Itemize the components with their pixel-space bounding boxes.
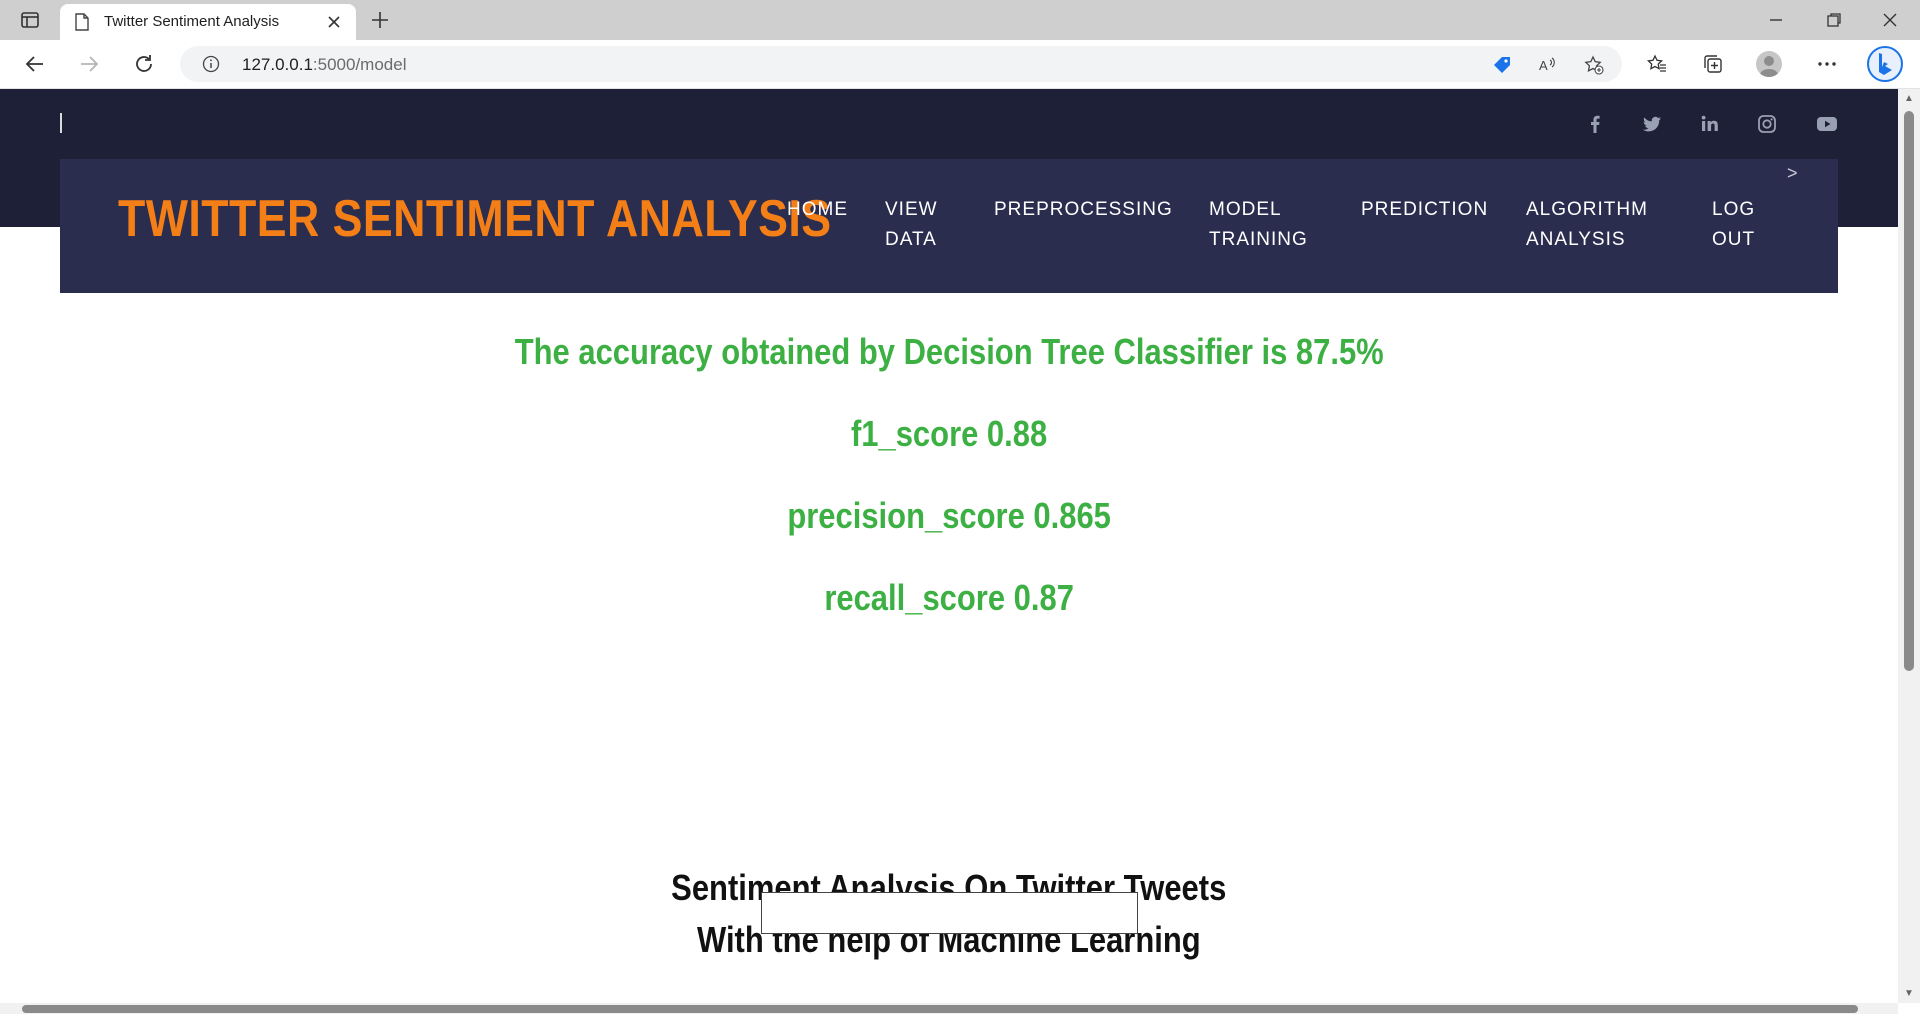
url-host: 127.0.0.1 bbox=[242, 55, 313, 74]
nav-view-data[interactable]: VIEW DATA bbox=[885, 195, 938, 255]
f1-score-result: f1_score 0.88 bbox=[850, 413, 1048, 454]
vertical-scroll-thumb[interactable] bbox=[1904, 111, 1914, 671]
nav-log-out[interactable]: LOG OUT bbox=[1712, 195, 1755, 255]
new-tab-icon[interactable] bbox=[370, 10, 390, 30]
profile-avatar-icon[interactable] bbox=[1756, 51, 1782, 77]
instagram-icon[interactable] bbox=[1756, 113, 1778, 135]
scroll-up-icon[interactable]: ▲ bbox=[1904, 93, 1914, 104]
nav-prediction-label: PREDICTION bbox=[1361, 199, 1489, 220]
facebook-icon[interactable] bbox=[1584, 113, 1606, 135]
site-brand[interactable]: TWITTER SENTIMENT ANALYSIS bbox=[118, 190, 832, 248]
nav-algorithm-analysis-label-2: ANALYSIS bbox=[1526, 229, 1626, 250]
minimize-icon[interactable] bbox=[1766, 10, 1786, 30]
nav-algorithm-analysis-label-1: ALGORITHM bbox=[1526, 199, 1648, 220]
browser-tab[interactable]: Twitter Sentiment Analysis bbox=[60, 4, 356, 40]
tweet-input-box[interactable] bbox=[761, 892, 1138, 934]
tab-actions-icon[interactable] bbox=[20, 10, 40, 30]
site-info-icon[interactable] bbox=[202, 55, 220, 73]
accuracy-result: The accuracy obtained by Decision Tree C… bbox=[514, 331, 1384, 372]
nav-prediction[interactable]: PREDICTION bbox=[1361, 195, 1488, 225]
nav-log-out-label-2: OUT bbox=[1712, 229, 1756, 250]
nav-home-label: HOME bbox=[787, 199, 848, 220]
horizontal-scrollbar[interactable] bbox=[0, 1003, 1898, 1014]
browser-toolbar: 127.0.0.1:5000/model A bbox=[0, 40, 1920, 89]
document-icon bbox=[74, 13, 90, 31]
more-options-icon[interactable] bbox=[1816, 53, 1838, 75]
nav-view-data-label-2: DATA bbox=[885, 229, 937, 250]
collections-icon[interactable] bbox=[1702, 53, 1724, 75]
tab-title: Twitter Sentiment Analysis bbox=[104, 13, 280, 30]
twitter-icon[interactable] bbox=[1641, 113, 1663, 135]
add-favorite-icon[interactable] bbox=[1584, 55, 1604, 75]
svg-text:A: A bbox=[1539, 58, 1548, 73]
precision-score-result: precision_score 0.865 bbox=[787, 495, 1111, 536]
nav-log-out-label-1: LOG bbox=[1712, 199, 1756, 220]
read-aloud-icon[interactable]: A bbox=[1538, 55, 1558, 75]
close-window-icon[interactable] bbox=[1880, 10, 1900, 30]
forward-icon[interactable] bbox=[78, 53, 100, 75]
page-viewport: TWITTER SENTIMENT ANALYSIS HOME VIEW DATA… bbox=[0, 89, 1898, 1003]
linkedin-icon[interactable] bbox=[1699, 113, 1721, 135]
restore-icon[interactable] bbox=[1824, 10, 1844, 30]
nav-model-training[interactable]: MODEL TRAINING bbox=[1209, 195, 1308, 255]
address-bar[interactable]: 127.0.0.1:5000/model A bbox=[180, 46, 1622, 82]
main-navbar: TWITTER SENTIMENT ANALYSIS HOME VIEW DATA… bbox=[60, 159, 1838, 293]
back-icon[interactable] bbox=[24, 53, 46, 75]
nav-view-data-label-1: VIEW bbox=[885, 199, 938, 220]
nav-algorithm-analysis[interactable]: ALGORITHM ANALYSIS bbox=[1526, 195, 1648, 255]
nav-model-training-label-2: TRAINING bbox=[1209, 229, 1308, 250]
nav-preprocessing[interactable]: PREPROCESSING bbox=[994, 195, 1173, 225]
nav-preprocessing-label: PREPROCESSING bbox=[994, 199, 1173, 220]
recall-score-result: recall_score 0.87 bbox=[824, 577, 1074, 618]
favorites-icon[interactable] bbox=[1646, 53, 1668, 75]
bing-copilot-icon[interactable] bbox=[1866, 45, 1904, 83]
url-path: :5000/model bbox=[312, 55, 407, 74]
browser-tab-strip: Twitter Sentiment Analysis bbox=[0, 0, 1920, 40]
reload-icon[interactable] bbox=[133, 53, 155, 75]
close-tab-icon[interactable] bbox=[326, 14, 342, 30]
url-text[interactable]: 127.0.0.1:5000/model bbox=[242, 55, 406, 75]
nav-model-training-label-1: MODEL bbox=[1209, 199, 1282, 220]
horizontal-scroll-thumb[interactable] bbox=[22, 1005, 1858, 1013]
shopping-tag-icon[interactable] bbox=[1492, 55, 1512, 75]
chevron-right-icon[interactable]: > bbox=[1787, 163, 1798, 183]
scroll-down-icon[interactable]: ▼ bbox=[1904, 988, 1914, 999]
nav-home[interactable]: HOME bbox=[787, 195, 848, 225]
vertical-scrollbar[interactable]: ▲ ▼ bbox=[1898, 89, 1920, 1003]
youtube-icon[interactable] bbox=[1816, 113, 1838, 135]
text-caret bbox=[60, 113, 62, 133]
